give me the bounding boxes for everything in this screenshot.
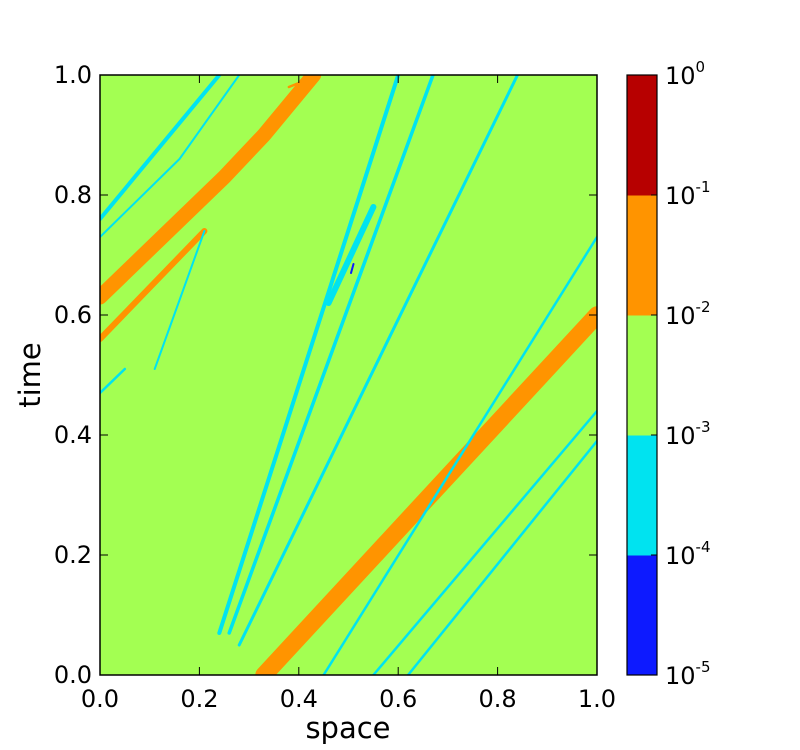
y-tick-label: 0.2 bbox=[54, 541, 92, 569]
colorbar-tick-label: 10-2 bbox=[665, 298, 711, 330]
colorbar-tick-label: 10-4 bbox=[665, 538, 711, 570]
x-tick-label: 0.0 bbox=[81, 685, 119, 713]
contour-band-15 bbox=[350, 263, 355, 274]
contour-band-3 bbox=[287, 75, 323, 89]
contour-band-8 bbox=[237, 75, 519, 647]
x-tick-label: 0.4 bbox=[280, 685, 318, 713]
contour-band-9 bbox=[322, 235, 597, 675]
contour-band-5 bbox=[100, 75, 241, 238]
colorbar-segment bbox=[627, 555, 657, 676]
colorbar-segment bbox=[627, 195, 657, 316]
colorbar-segment bbox=[627, 435, 657, 556]
contour-band-2 bbox=[100, 228, 208, 342]
contour-band-7 bbox=[227, 75, 435, 635]
y-tick-label: 0.0 bbox=[54, 661, 92, 689]
colorbar-tick-label: 10-3 bbox=[665, 418, 711, 450]
colorbar-segment bbox=[627, 315, 657, 436]
colorbar-tick-label: 10-1 bbox=[665, 178, 711, 210]
x-axis-label: space bbox=[305, 711, 390, 745]
contour-band-12 bbox=[325, 204, 377, 306]
colorbar-tick-label: 100 bbox=[665, 58, 705, 90]
x-tick-label: 0.6 bbox=[379, 685, 417, 713]
contour-band-10 bbox=[372, 409, 597, 675]
y-tick-label: 0.8 bbox=[54, 181, 92, 209]
y-axis: 0.0 0.2 0.4 0.6 0.8 1.0 bbox=[54, 61, 597, 689]
y-tick-label: 0.6 bbox=[54, 301, 92, 329]
y-axis-label: time bbox=[13, 342, 47, 408]
colorbar-segment bbox=[627, 75, 657, 196]
x-tick-label: 0.8 bbox=[479, 685, 517, 713]
contour-band-6 bbox=[217, 75, 401, 635]
contour-band-1 bbox=[100, 75, 322, 305]
x-axis: 0.0 0.2 0.4 0.6 0.8 1.0 bbox=[81, 75, 616, 713]
contour-band-11 bbox=[406, 439, 597, 675]
contour-bands bbox=[100, 75, 597, 675]
plot-frame bbox=[99, 74, 598, 676]
contour-band-4 bbox=[100, 75, 222, 221]
colorbar-frame bbox=[626, 74, 658, 676]
y-tick-label: 0.4 bbox=[54, 421, 92, 449]
colorbar: 10-5 10-4 10-3 10-2 10-1 100 bbox=[626, 58, 711, 690]
y-tick-label: 1.0 bbox=[54, 61, 92, 89]
x-tick-label: 0.2 bbox=[180, 685, 218, 713]
x-tick-label: 1.0 bbox=[578, 685, 616, 713]
colorbar-tick-label: 10-5 bbox=[665, 658, 711, 690]
contour-band-14 bbox=[100, 367, 127, 395]
contour-band-13 bbox=[153, 230, 206, 370]
contour-band-0 bbox=[255, 306, 597, 675]
